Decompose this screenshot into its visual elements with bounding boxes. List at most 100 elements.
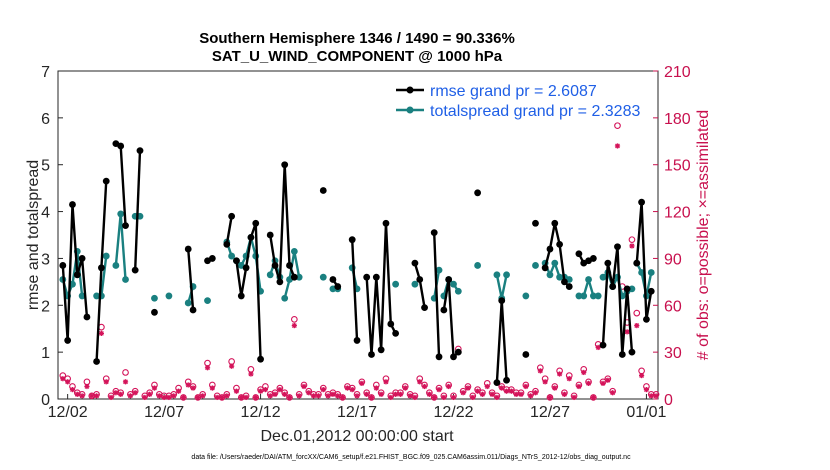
- legend: rmse grand pr = 2.6087 totalspread grand…: [396, 83, 640, 120]
- x-axis-label: Dec.01,2012 00:00:00 start: [260, 428, 454, 445]
- rmse-line: [187, 248, 195, 311]
- obs-assimilated-point: [214, 394, 220, 401]
- totalspread-point: [112, 262, 120, 269]
- obs-assimilated-point: [373, 385, 379, 391]
- obs-assimilated-point: [233, 388, 240, 394]
- obs-assimilated-point: [441, 394, 447, 401]
- rmse-point: [614, 243, 621, 251]
- obs-assimilated-stroke: [552, 385, 558, 391]
- y-right-tick-label: 120: [664, 205, 691, 222]
- obs-assimilated-point: [127, 393, 133, 399]
- rmse-point: [223, 240, 231, 248]
- obs-assimilated-stroke: [94, 393, 99, 399]
- rmse-point: [503, 376, 510, 384]
- obs-assimilated-stroke: [378, 391, 384, 397]
- obs-possible-point: [633, 309, 641, 317]
- data-file-footer: data file: /Users/raeder/DAI/ATM_forcXX/…: [191, 454, 631, 461]
- obs-assimilated-stroke: [152, 385, 157, 391]
- obs-assimilated-point: [614, 143, 621, 149]
- obs-assimilated-point: [282, 391, 288, 397]
- obs-assimilated-stroke: [528, 393, 534, 399]
- totalspread-point: [454, 287, 462, 295]
- obs-assimilated-point: [542, 379, 548, 385]
- rmse-point: [392, 330, 400, 337]
- rmse-point: [541, 264, 549, 272]
- rmse-point: [98, 264, 105, 272]
- obs-assimilated-point: [421, 383, 428, 390]
- obs-assimilated-stroke: [484, 384, 490, 389]
- rmse-point: [242, 264, 250, 272]
- obs-assimilated-point: [156, 393, 162, 399]
- obs-assimilated-stroke: [176, 388, 181, 394]
- obs-assimilated-point: [571, 394, 577, 401]
- obs-assimilated-point: [339, 394, 346, 401]
- obs-assimilated-stroke: [306, 390, 312, 396]
- totalspread-point: [585, 276, 592, 283]
- rmse-point: [78, 255, 86, 262]
- obs-assimilated-stroke: [60, 376, 66, 382]
- obs-assimilated-point: [499, 385, 505, 391]
- obs-assimilated-stroke: [127, 393, 133, 399]
- rmse-point: [102, 177, 110, 185]
- rmse-point: [64, 337, 72, 344]
- obs-assimilated-point: [431, 394, 437, 401]
- obs-assimilated-point: [147, 391, 153, 397]
- obs-assimilated-point: [315, 393, 322, 399]
- rmse-point: [208, 255, 216, 262]
- obs-assimilated-stroke: [475, 388, 481, 394]
- x-tick-label: 12/07: [144, 404, 184, 421]
- obs-assimilated-stroke: [426, 391, 432, 397]
- rmse-point: [546, 245, 554, 253]
- totalspread-point: [493, 271, 501, 279]
- totalspread-point: [450, 280, 457, 288]
- obs-possible-point: [590, 394, 597, 401]
- obs-assimilated-point: [349, 387, 355, 393]
- legend-spread: totalspread grand pr = 2.3283: [430, 103, 640, 120]
- obs-assimilated-point: [513, 391, 519, 397]
- obs-assimilated-stroke: [248, 371, 254, 377]
- obs-assimilated-point: [397, 391, 404, 397]
- totalspread-point: [532, 262, 539, 269]
- obs-assimilated-stroke: [629, 243, 635, 249]
- obs-assimilated-stroke: [571, 395, 577, 400]
- obs-assimilated-stroke: [513, 391, 519, 397]
- rmse-point: [257, 355, 264, 363]
- obs-assimilated-point: [368, 394, 375, 401]
- rmse-point: [372, 273, 380, 281]
- obs-assimilated-stroke: [89, 393, 95, 399]
- obs-assimilated-stroke: [238, 395, 244, 400]
- rmse-point: [474, 189, 482, 197]
- obs-assimilated-point: [267, 393, 273, 399]
- obs-assimilated-stroke: [417, 379, 423, 385]
- obs-assimilated-stroke: [504, 388, 509, 394]
- rmse-point: [271, 262, 279, 269]
- totalspread-point: [628, 285, 636, 293]
- obs-assimilated-point: [93, 393, 100, 399]
- rmse-point: [430, 229, 438, 237]
- obs-assimilated-stroke: [301, 384, 307, 389]
- obs-assimilated-stroke: [634, 323, 640, 329]
- obs-assimilated-stroke: [79, 393, 85, 399]
- obs-assimilated-stroke: [412, 395, 418, 400]
- rmse-point: [334, 283, 342, 290]
- obs-assimilated-point: [325, 393, 331, 399]
- obs-assimilated-point: [475, 388, 481, 394]
- obs-assimilated-point: [166, 394, 172, 401]
- obs-assimilated-point: [552, 385, 558, 391]
- obs-assimilated-point: [291, 322, 297, 329]
- obs-assimilated-point: [402, 385, 408, 391]
- obs-assimilated-stroke: [494, 395, 500, 400]
- obs-assimilated-point: [209, 385, 215, 391]
- rmse-point: [628, 348, 636, 356]
- obs-assimilated-point: [600, 380, 606, 386]
- rmse-point: [276, 278, 284, 286]
- obs-possible-point: [286, 394, 293, 401]
- y-tick-label: 6: [41, 111, 50, 128]
- obs-assimilated-stroke: [489, 391, 495, 397]
- obs-assimilated-stroke: [190, 385, 196, 391]
- rmse-point: [411, 259, 419, 267]
- obs-assimilated-point: [450, 394, 457, 401]
- obs-assimilated-stroke: [214, 395, 220, 400]
- obs-assimilated-point: [108, 394, 114, 401]
- totalspread-point: [589, 292, 597, 300]
